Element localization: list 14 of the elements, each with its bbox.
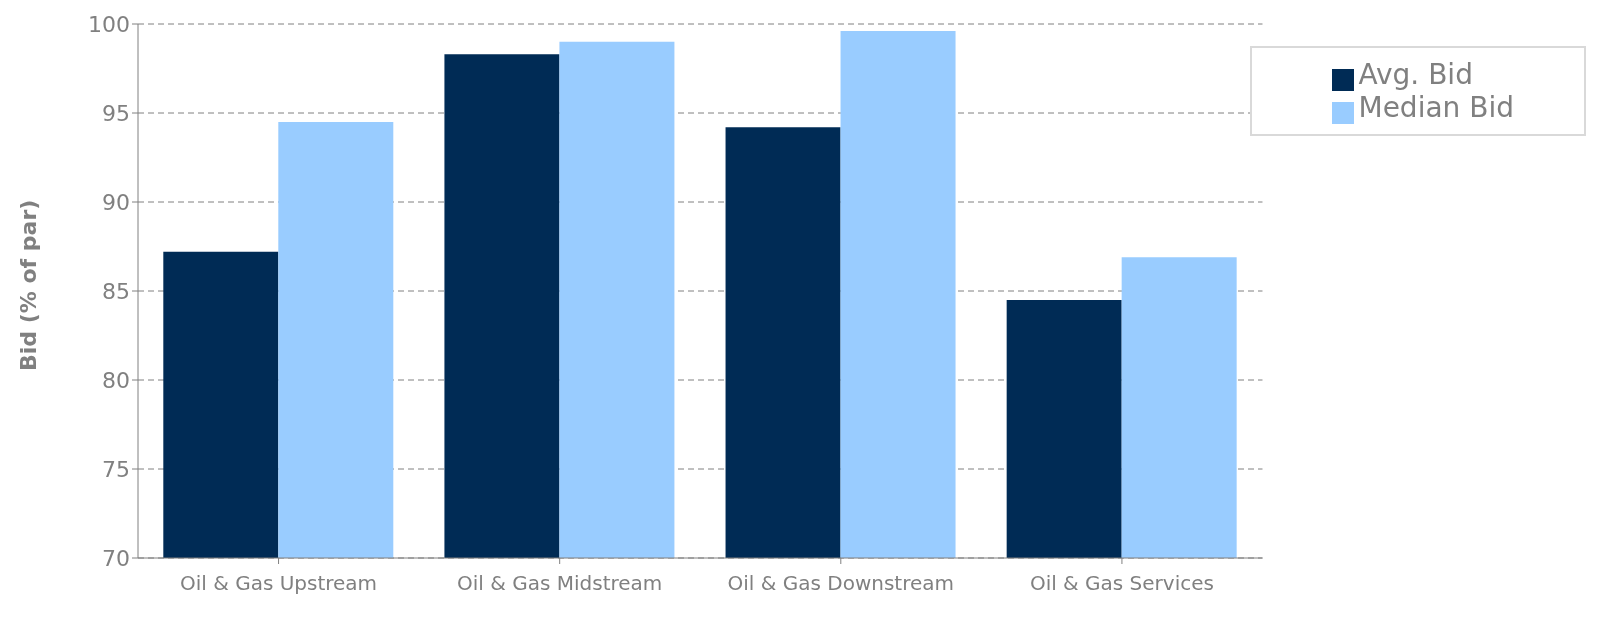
- y-tick-label: 75: [102, 456, 130, 482]
- y-axis-title: Bid (% of par): [15, 199, 41, 371]
- legend-label: Median Bid: [1358, 91, 1514, 124]
- y-tick-label: 95: [102, 100, 130, 126]
- x-tick-label: Oil & Gas Upstream: [180, 571, 378, 596]
- y-tick-label: 80: [102, 367, 130, 393]
- x-tick-label: Oil & Gas Downstream: [727, 571, 955, 596]
- x-tick-label: Oil & Gas Services: [1029, 571, 1214, 596]
- y-tick-label: 85: [102, 278, 130, 304]
- legend-label: Avg. Bid: [1358, 58, 1473, 91]
- x-tick-label: Oil & Gas Midstream: [457, 571, 663, 596]
- y-tick-label: 70: [102, 545, 130, 571]
- y-tick-label: 100: [88, 11, 130, 37]
- y-tick-label: 90: [102, 189, 130, 215]
